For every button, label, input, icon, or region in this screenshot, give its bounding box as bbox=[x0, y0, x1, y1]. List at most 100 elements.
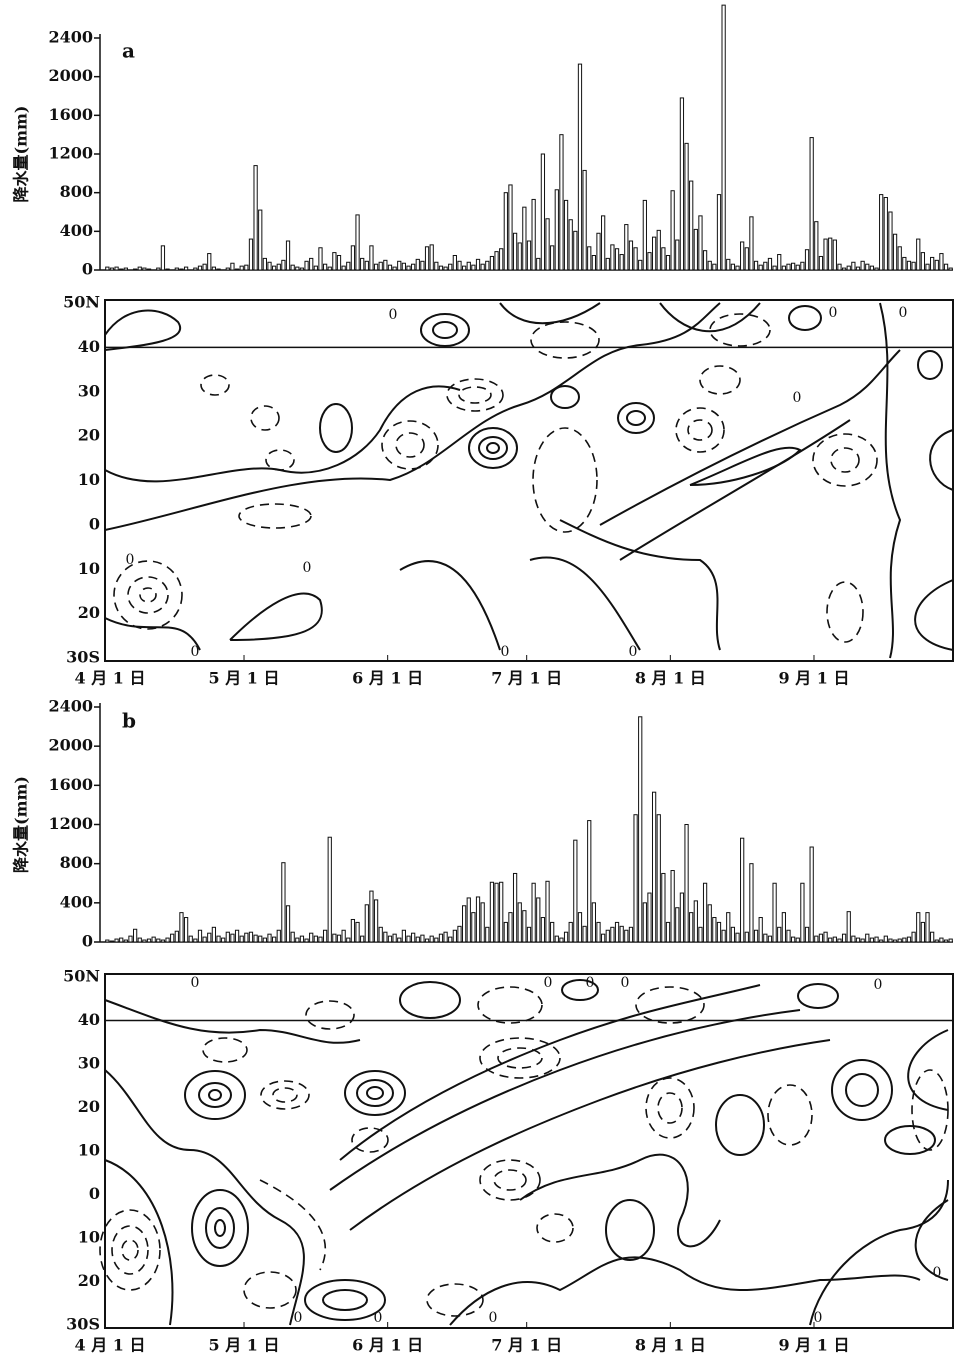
bar bbox=[503, 921, 508, 943]
bar bbox=[142, 267, 147, 271]
bar bbox=[726, 912, 731, 943]
bar bbox=[211, 266, 217, 271]
bar bbox=[322, 929, 328, 943]
bar bbox=[499, 248, 504, 271]
y-tick-label: 1600 bbox=[48, 775, 93, 794]
bar bbox=[874, 936, 879, 943]
bar bbox=[202, 936, 207, 943]
bar bbox=[642, 902, 647, 943]
bar bbox=[545, 218, 550, 271]
bar bbox=[272, 265, 277, 271]
bar bbox=[601, 215, 606, 271]
bar bbox=[791, 262, 796, 271]
bar bbox=[786, 929, 791, 943]
bar bbox=[916, 912, 921, 943]
bar bbox=[378, 261, 383, 271]
bar bbox=[656, 814, 661, 943]
bar bbox=[142, 939, 147, 943]
bar bbox=[434, 261, 439, 271]
bar bbox=[930, 931, 935, 943]
bar bbox=[605, 257, 610, 271]
bar bbox=[577, 63, 583, 271]
bar bbox=[591, 902, 596, 943]
bar bbox=[355, 214, 360, 271]
bar bbox=[851, 261, 856, 271]
bar bbox=[846, 911, 851, 943]
bar bbox=[508, 184, 513, 271]
bar bbox=[429, 244, 434, 271]
bar bbox=[587, 820, 592, 943]
bar bbox=[299, 935, 305, 943]
bar bbox=[735, 265, 740, 271]
bar bbox=[906, 260, 912, 271]
bar bbox=[174, 930, 179, 943]
bar bbox=[892, 233, 898, 271]
bar bbox=[165, 937, 170, 943]
bar bbox=[114, 266, 119, 271]
bar bbox=[489, 881, 495, 943]
x-tick-label: 4 月 1 日 bbox=[75, 1336, 146, 1355]
y-axis-label: 降水量(mm) bbox=[12, 776, 31, 873]
bar bbox=[420, 934, 425, 943]
bar bbox=[902, 256, 907, 271]
bar bbox=[313, 265, 318, 271]
bar bbox=[341, 929, 346, 943]
bar bbox=[841, 267, 847, 271]
bar bbox=[892, 939, 898, 943]
x-tick-label: 9 月 1 日 bbox=[778, 669, 849, 688]
bar bbox=[318, 247, 323, 271]
bar bbox=[109, 940, 115, 943]
bar bbox=[160, 939, 166, 943]
bar bbox=[656, 229, 661, 271]
bar bbox=[902, 937, 907, 943]
bar bbox=[591, 255, 596, 271]
bar bbox=[879, 939, 884, 943]
bar bbox=[809, 137, 814, 271]
bar bbox=[267, 261, 272, 271]
bar bbox=[262, 257, 267, 271]
bar bbox=[248, 238, 254, 271]
bar bbox=[420, 260, 425, 271]
bar bbox=[749, 216, 754, 271]
bar bbox=[448, 936, 453, 943]
bar bbox=[568, 921, 573, 943]
y-tick-label: 20 bbox=[78, 426, 100, 445]
contour-label: 0 bbox=[629, 644, 638, 660]
bar bbox=[661, 872, 666, 943]
y-axis-label: 降水量(mm) bbox=[12, 105, 31, 202]
bar bbox=[702, 882, 708, 943]
bar bbox=[318, 936, 323, 943]
x-tick-label: 6 月 1 日 bbox=[352, 1336, 423, 1355]
bar bbox=[322, 263, 328, 271]
bar bbox=[105, 939, 110, 943]
bar bbox=[846, 265, 851, 271]
bar bbox=[183, 266, 189, 271]
x-tick-label: 8 月 1 日 bbox=[635, 1336, 706, 1355]
contour-lines-a bbox=[104, 302, 954, 659]
bar bbox=[624, 224, 629, 271]
bar bbox=[434, 937, 439, 943]
bar bbox=[614, 921, 620, 943]
bar bbox=[452, 929, 457, 943]
bar bbox=[267, 933, 272, 943]
y-tick-label: 1200 bbox=[48, 814, 93, 833]
bar bbox=[373, 263, 379, 271]
bar bbox=[531, 882, 536, 943]
bar bbox=[740, 241, 745, 271]
bar bbox=[276, 929, 281, 943]
bar bbox=[716, 194, 722, 271]
bar bbox=[628, 240, 634, 271]
bar bbox=[781, 265, 786, 271]
bar bbox=[392, 266, 397, 271]
contour-label: 0 bbox=[933, 1265, 942, 1281]
bar bbox=[814, 935, 819, 943]
bar bbox=[443, 931, 448, 943]
bar bbox=[350, 918, 356, 943]
bar bbox=[378, 926, 383, 943]
bar bbox=[596, 921, 601, 943]
bar bbox=[327, 836, 332, 943]
bar bbox=[132, 268, 138, 271]
bar bbox=[234, 268, 240, 271]
bar bbox=[869, 265, 875, 271]
bar bbox=[795, 937, 800, 943]
